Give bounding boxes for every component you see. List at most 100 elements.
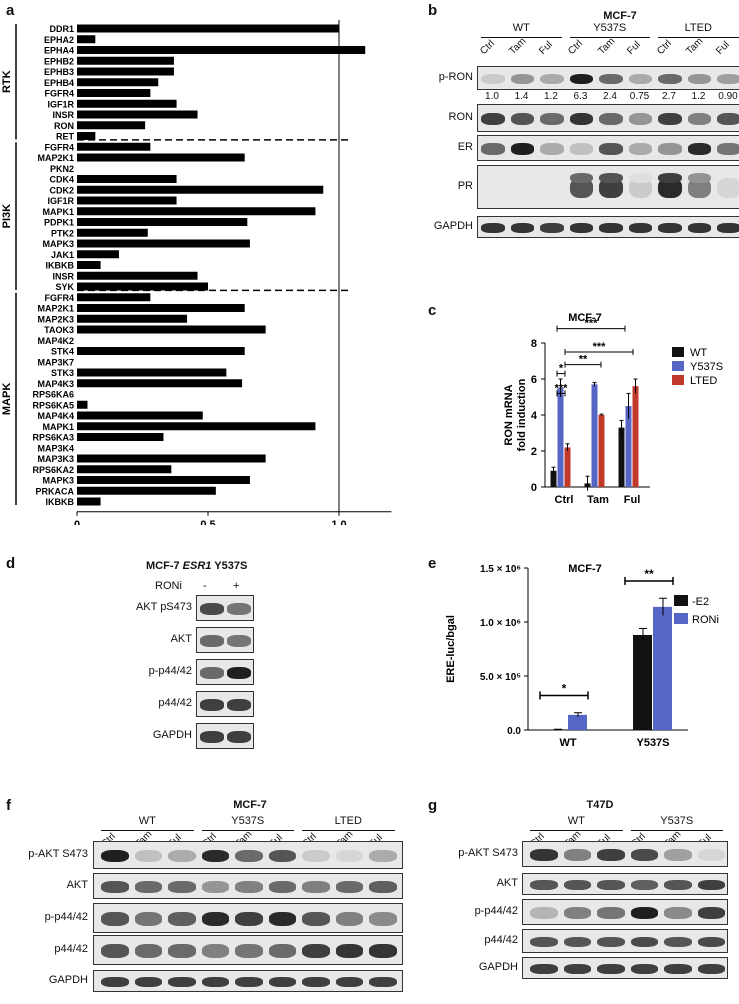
quantification-value: 1.2 — [544, 91, 558, 102]
legend-swatch — [672, 347, 684, 357]
band — [697, 964, 725, 974]
panel-label-b: b — [428, 2, 438, 19]
quantification-value: 0.75 — [629, 91, 650, 102]
row-label: p-p44/42 — [474, 905, 518, 917]
band — [717, 178, 739, 198]
band — [569, 223, 593, 233]
band — [168, 849, 196, 863]
group-label: LTED — [334, 815, 362, 827]
quantification-value: 2.7 — [662, 91, 676, 102]
band — [227, 667, 251, 679]
band — [697, 880, 725, 890]
band — [599, 73, 623, 85]
blot-strip — [196, 659, 254, 685]
band — [569, 178, 593, 198]
bar — [598, 415, 605, 487]
y-tick-label: FGFR4 — [44, 89, 74, 99]
band — [268, 881, 296, 893]
panel-label-d: d — [6, 555, 16, 572]
row-label: p-AKT S473 — [28, 848, 88, 860]
y-axis-label: ERE-luc/bgal — [445, 615, 457, 683]
group-label: Y537S — [660, 815, 694, 827]
row-label: p44/42 — [484, 934, 518, 946]
band — [569, 73, 593, 85]
bar — [77, 347, 245, 355]
band — [658, 112, 682, 126]
band — [302, 977, 330, 987]
band — [563, 964, 591, 974]
band — [530, 936, 558, 948]
y-tick-label: MAP4K3 — [37, 379, 74, 389]
group-underline — [658, 37, 739, 38]
blot-strip — [477, 165, 739, 209]
band — [687, 172, 711, 184]
band — [101, 849, 129, 863]
row-label: p-AKT S473 — [458, 847, 518, 859]
blot-g-title: T47D — [586, 799, 614, 811]
blot-strip — [196, 595, 254, 621]
bar — [77, 325, 266, 334]
band — [168, 944, 196, 958]
band — [687, 178, 711, 198]
y-tick-label: EPHB2 — [44, 56, 74, 66]
band — [302, 912, 330, 926]
band — [717, 143, 739, 155]
band — [101, 944, 129, 958]
band — [201, 881, 229, 893]
band — [687, 223, 711, 233]
lane-sign: + — [233, 580, 240, 592]
band — [563, 907, 591, 919]
group-label: WT — [567, 815, 585, 827]
x-tick-label: Tam — [587, 494, 609, 506]
blot-strip — [93, 970, 403, 992]
bar — [591, 384, 598, 487]
bar — [77, 99, 177, 108]
significance-marker: *** — [593, 341, 607, 353]
bar — [77, 433, 164, 441]
y-tick-label: MAP3K7 — [37, 357, 74, 367]
lane-label: Ctrl — [478, 38, 497, 57]
band — [628, 223, 652, 233]
band — [599, 112, 623, 126]
band — [658, 73, 682, 85]
bar — [77, 56, 174, 65]
row-label: GAPDH — [152, 729, 192, 741]
bar — [77, 261, 101, 269]
band — [540, 73, 564, 85]
band — [168, 977, 196, 987]
row-label: GAPDH — [48, 974, 88, 986]
bar — [77, 293, 151, 302]
x-tick-label: 0.5 — [200, 519, 215, 525]
quantification-value: 1.2 — [691, 91, 706, 102]
band — [597, 849, 625, 861]
quantification-value: 1.0 — [485, 91, 499, 102]
y-tick-label: STK3 — [51, 368, 74, 378]
y-tick-label: MAP4K2 — [37, 336, 74, 346]
band — [630, 936, 658, 948]
legend-label: LTED — [690, 375, 717, 387]
blot-strip — [477, 216, 739, 238]
band — [235, 912, 263, 926]
band — [101, 881, 129, 893]
band — [530, 907, 558, 919]
row-label: AKT pS473 — [135, 601, 192, 613]
group-label: PI3K — [1, 204, 13, 229]
y-tick-label: 4 — [531, 410, 538, 422]
y-tick-label: 1.0 × 10⁶ — [480, 618, 521, 629]
band — [658, 143, 682, 155]
y-tick-label: 6 — [531, 374, 537, 386]
band — [168, 881, 196, 893]
y-tick-label: CDK2 — [49, 185, 74, 195]
band — [134, 944, 162, 958]
y-tick-label: MAP3K4 — [37, 443, 74, 453]
legend-swatch — [672, 361, 684, 371]
panel-b-western-blot: MCF-7 WT Y537S LTED Ctrl Tam Ful Ctrl Tam Ful Ctr… — [420, 0, 739, 300]
band — [717, 112, 739, 126]
y-tick-label: RPS6KA5 — [32, 400, 74, 410]
blot-f-title: MCF-7 — [233, 799, 267, 811]
band — [599, 223, 623, 233]
y-tick-label: PKN2 — [50, 164, 74, 174]
band — [369, 912, 397, 926]
y-tick-label: EPHA4 — [44, 46, 74, 56]
y-tick-label: MAP2K1 — [37, 304, 74, 314]
